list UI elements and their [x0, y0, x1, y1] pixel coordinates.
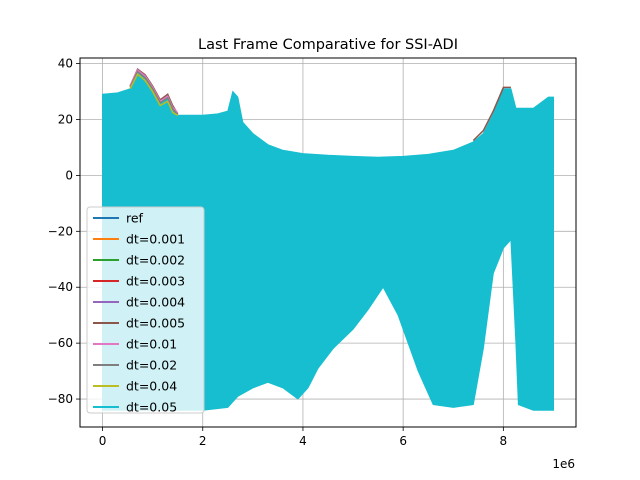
x-tick-label: 6 [399, 434, 407, 448]
y-tick-label: −20 [48, 224, 73, 238]
chart-title: Last Frame Comparative for SSI-ADI [198, 37, 458, 53]
legend-box [86, 206, 205, 414]
y-tick-label: 40 [58, 57, 73, 71]
legend-label: dt=0.003 [126, 274, 185, 289]
legend-label: dt=0.005 [126, 316, 185, 331]
legend-label: dt=0.05 [126, 400, 177, 415]
legend-label: dt=0.02 [126, 358, 177, 373]
legend-label: dt=0.004 [126, 295, 185, 310]
x-tick-label: 0 [99, 434, 107, 448]
y-tick-label: 20 [58, 113, 73, 127]
series-envelope-dt-0.05 [102, 71, 554, 411]
x-tick-label: 8 [500, 434, 508, 448]
series-peak-dt-0.04 [129, 73, 179, 116]
legend: ref dt=0.001 dt=0.002 dt=0.003 dt=0.004 dt=0.… [86, 206, 205, 415]
y-axis: −80 −60 −40 −20 0 20 40 [48, 57, 80, 406]
data-layer [102, 68, 554, 411]
y-tick-label: 0 [65, 168, 73, 182]
legend-label: dt=0.04 [126, 379, 177, 394]
legend-label: dt=0.001 [126, 232, 185, 247]
x-offset-label: 1e6 [552, 457, 575, 471]
x-axis: 0 2 4 6 8 [99, 427, 507, 448]
series-right-peak-dt-0.005 [472, 86, 511, 142]
x-tick-label: 2 [199, 434, 207, 448]
y-tick-label: −60 [48, 336, 73, 350]
legend-label: dt=0.002 [126, 253, 185, 268]
y-tick-label: −40 [48, 280, 73, 294]
series-peak-dt-0.02 [129, 70, 179, 116]
x-tick-label: 4 [299, 434, 307, 448]
axes-frame [79, 57, 577, 428]
legend-label: ref [126, 211, 144, 226]
legend-label: dt=0.01 [126, 337, 177, 352]
y-tick-label: −80 [48, 392, 73, 406]
